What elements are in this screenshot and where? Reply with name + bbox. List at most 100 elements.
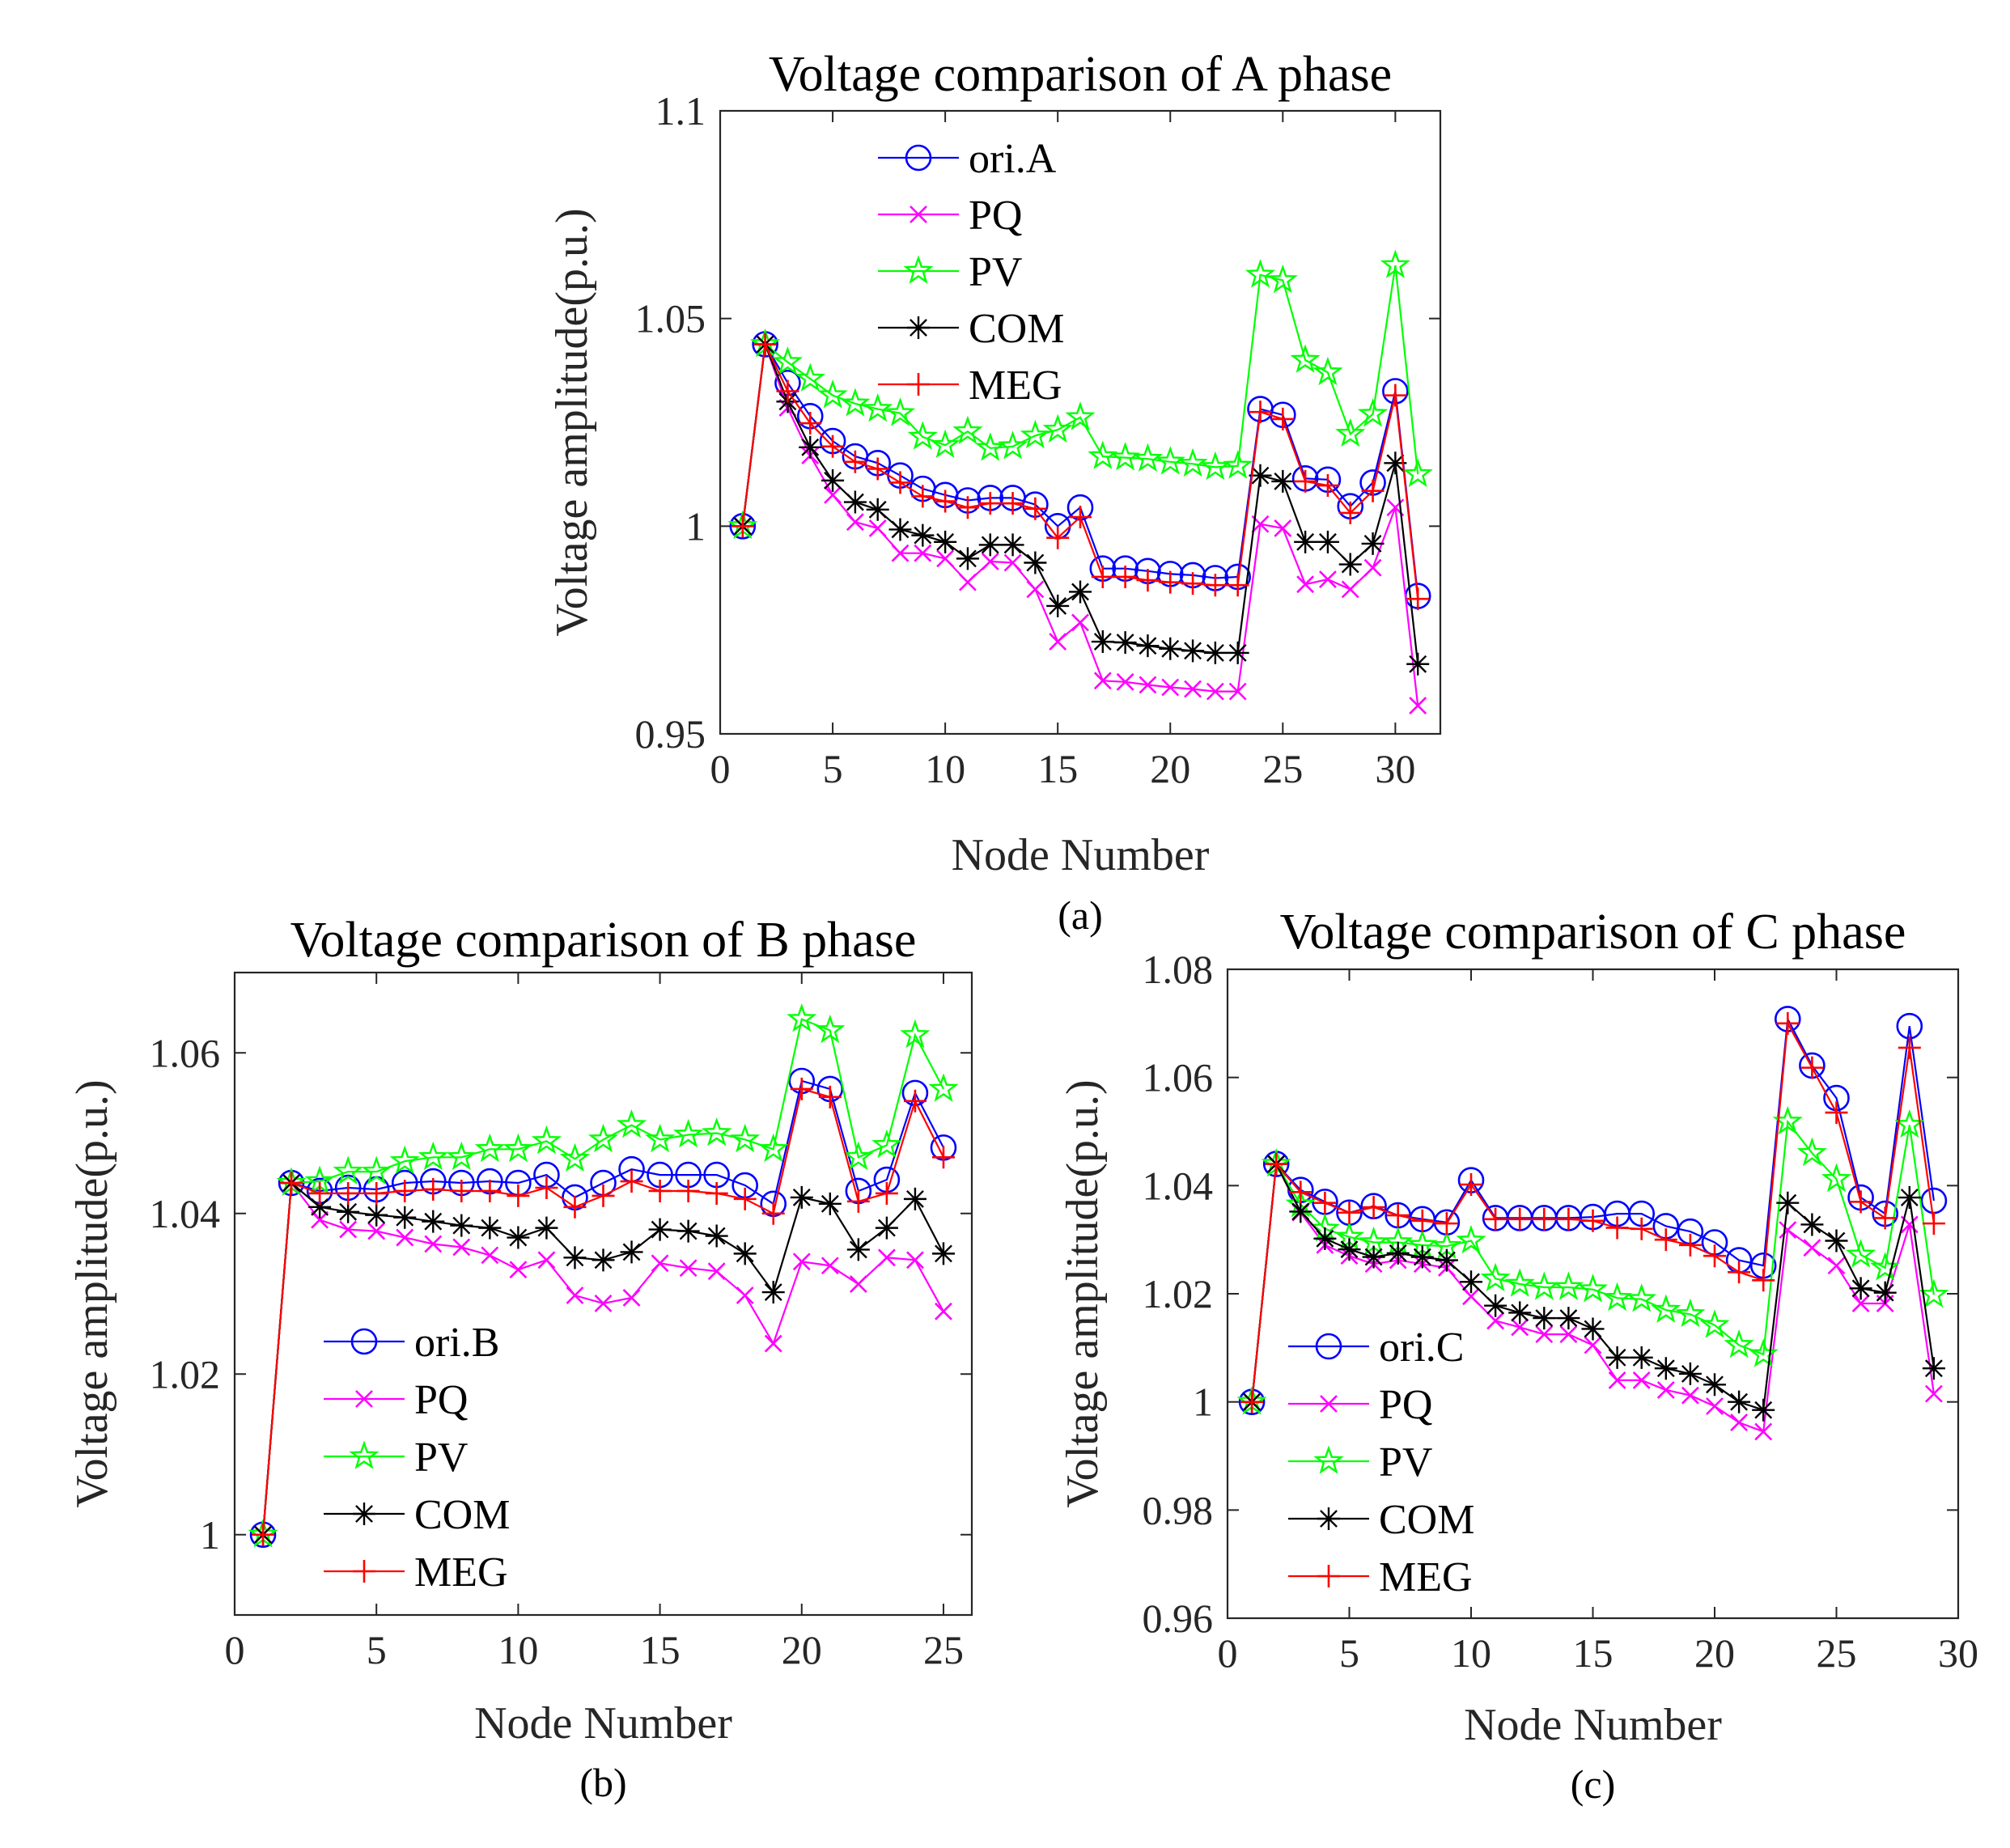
data-point — [888, 471, 912, 494]
legend-marker — [1317, 1507, 1340, 1530]
data-point — [1026, 580, 1045, 599]
series-PV — [727, 249, 1433, 540]
data-point — [1535, 1325, 1554, 1344]
legend-marker — [1315, 1333, 1342, 1360]
legend-label: PV — [414, 1435, 468, 1481]
chart-a: Voltage comparison of A phase 0 5 10 15 20 25 3… — [547, 47, 1442, 938]
data-point — [1069, 580, 1092, 604]
data-point — [707, 1262, 726, 1281]
data-point — [308, 1181, 332, 1205]
data-point — [1779, 1221, 1797, 1240]
data-point — [676, 1179, 700, 1202]
data-point — [761, 1281, 785, 1304]
legend-marker — [353, 1503, 375, 1525]
data-point — [1821, 1163, 1852, 1193]
data-point — [308, 1195, 332, 1219]
data-point — [450, 1214, 473, 1237]
data-point — [1410, 1245, 1434, 1269]
data-point — [1338, 501, 1362, 524]
legend: ori.B PQ PV COM MEG — [324, 1320, 510, 1596]
data-point — [1203, 641, 1227, 664]
data-point — [772, 346, 804, 375]
data-point — [1681, 1386, 1699, 1405]
data-point — [1656, 1381, 1675, 1399]
x-tick-label: 5 — [1339, 1630, 1359, 1676]
series-COM — [1240, 1152, 1945, 1422]
y-tick-label: 1.02 — [150, 1351, 221, 1397]
chart-title: Voltage comparison of C phase — [1280, 905, 1906, 960]
y-tick-label: 1.06 — [1143, 1055, 1214, 1100]
data-point — [1294, 469, 1317, 493]
data-point — [1316, 474, 1339, 498]
x-tick-label: 20 — [1694, 1630, 1735, 1676]
data-point — [1776, 1011, 1800, 1035]
data-point — [1384, 451, 1407, 475]
chart-b: Voltage comparison of B phase 0 5 10 15 20 25 1… — [67, 913, 973, 1805]
data-point — [535, 1176, 558, 1199]
data-point — [1249, 464, 1272, 487]
data-point — [736, 1286, 754, 1304]
data-point — [1184, 680, 1202, 698]
data-point — [790, 1185, 813, 1209]
data-point — [843, 1141, 874, 1171]
data-point — [871, 1129, 902, 1159]
data-point — [1071, 613, 1089, 632]
data-point — [956, 547, 979, 570]
chart-title: Voltage comparison of B phase — [290, 913, 917, 968]
data-point — [1313, 1191, 1337, 1214]
series-MEG — [731, 333, 1430, 611]
data-point — [450, 1179, 473, 1202]
legend-marker — [910, 206, 927, 223]
data-point — [1706, 1397, 1724, 1415]
x-tick-label: 10 — [925, 746, 965, 791]
y-tick-label: 1.06 — [150, 1030, 221, 1075]
data-point — [1511, 1318, 1529, 1337]
x-tick-label: 15 — [640, 1627, 681, 1672]
data-point — [849, 1275, 867, 1294]
data-point — [1529, 1271, 1559, 1300]
data-point — [1181, 639, 1205, 663]
legend: ori.A PQ PV COM MEG — [878, 136, 1064, 409]
data-point — [1776, 1191, 1800, 1214]
data-point — [1386, 1241, 1410, 1265]
series-PQ — [733, 335, 1427, 715]
data-point — [959, 573, 977, 591]
legend-label: MEG — [969, 362, 1062, 409]
data-point — [868, 519, 887, 537]
data-point — [1161, 678, 1180, 697]
data-point — [1800, 1213, 1824, 1236]
data-point — [563, 1246, 587, 1269]
x-tick-label: 10 — [1451, 1630, 1491, 1676]
data-point — [981, 553, 999, 570]
data-point — [1851, 1295, 1870, 1312]
data-point — [481, 1246, 499, 1265]
data-point — [1159, 570, 1182, 594]
data-point — [1678, 1362, 1702, 1385]
data-point — [903, 1187, 927, 1210]
data-point — [1223, 450, 1253, 479]
legend-marker — [1313, 1445, 1344, 1474]
data-point — [1267, 264, 1298, 294]
data-point — [1533, 1307, 1556, 1330]
x-tick-label: 0 — [710, 746, 731, 791]
data-point — [975, 432, 1006, 461]
x-tick-label: 25 — [1817, 1630, 1857, 1676]
series-line — [741, 265, 1419, 527]
data-point — [1361, 479, 1385, 502]
series-line — [261, 1180, 944, 1535]
data-point — [1484, 1294, 1508, 1317]
legend-label: ori.A — [969, 136, 1057, 182]
x-tick-label: 10 — [498, 1627, 538, 1672]
data-point — [1894, 1108, 1925, 1138]
data-point — [956, 496, 979, 519]
data-point — [537, 1251, 556, 1269]
data-point — [509, 1261, 528, 1279]
data-point — [1460, 1270, 1482, 1294]
data-point — [795, 362, 825, 392]
data-point — [1049, 633, 1067, 651]
x-axis-label: Node Number — [952, 830, 1210, 880]
data-point — [1338, 553, 1362, 576]
legend-label: PV — [969, 249, 1022, 295]
data-point — [907, 421, 938, 450]
data-point — [934, 530, 957, 553]
